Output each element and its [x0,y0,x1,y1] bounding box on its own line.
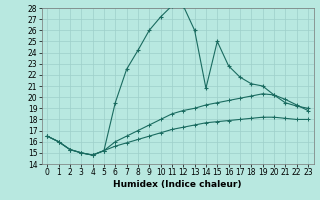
X-axis label: Humidex (Indice chaleur): Humidex (Indice chaleur) [113,180,242,189]
